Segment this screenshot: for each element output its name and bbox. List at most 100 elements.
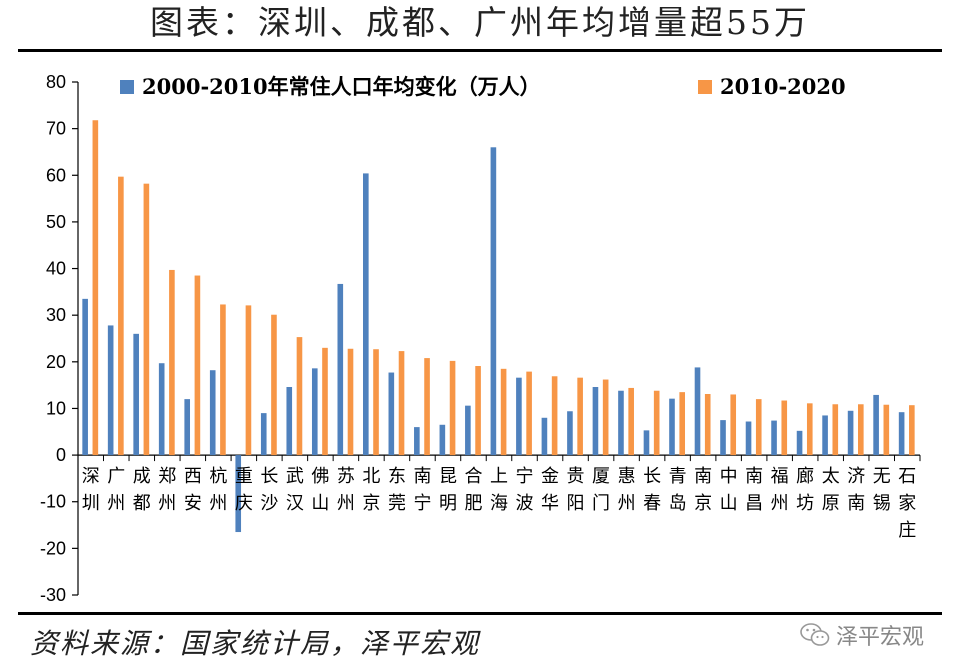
chart-title: 图表：深圳、成都、广州年均增量超55万 <box>150 3 810 42</box>
title-divider <box>18 49 942 52</box>
bar-series1 <box>643 430 650 456</box>
bar-series2 <box>475 366 481 456</box>
bar-series2 <box>245 305 252 456</box>
x-tick-label: 深圳 <box>82 466 100 514</box>
x-tick-label: 贵阳 <box>567 466 585 514</box>
bar-series1 <box>796 430 803 456</box>
x-tick-label: 东莞 <box>388 466 406 514</box>
bar-series2 <box>347 348 354 456</box>
x-tick-label: 金华 <box>541 466 559 514</box>
x-tick-label: 太原 <box>822 466 840 514</box>
bar-series1 <box>694 367 701 456</box>
bar-series1 <box>592 387 599 456</box>
bar-series1 <box>82 298 88 456</box>
bar-series1 <box>107 325 114 456</box>
legend-label: 2000-2010年常住人口年均变化（万人） <box>142 74 541 99</box>
bar-series1 <box>771 420 777 456</box>
bar-series1 <box>235 455 242 533</box>
x-tick-label: 西安 <box>184 466 202 514</box>
x-tick-label: 杭州 <box>209 466 227 514</box>
wechat-icon <box>800 623 830 646</box>
y-tick-label: -20 <box>40 538 66 558</box>
x-tick-label: 郑州 <box>158 466 176 514</box>
bar-series1 <box>311 368 318 456</box>
x-tick-label: 重庆 <box>235 466 253 514</box>
bar-series2 <box>781 400 788 456</box>
bar-series1 <box>133 333 139 456</box>
y-tick-label: 50 <box>46 212 66 232</box>
footer-divider <box>18 612 942 615</box>
x-tick-label: 上海 <box>490 466 508 514</box>
bar-series1 <box>439 424 446 456</box>
bars <box>82 120 915 533</box>
bar-series1 <box>465 405 471 456</box>
bar-series2 <box>551 376 558 456</box>
bar-series2 <box>806 403 813 456</box>
bar-series2 <box>602 379 609 456</box>
bar-series2 <box>449 360 456 456</box>
bar-series2 <box>92 120 99 456</box>
bar-series1 <box>414 427 420 456</box>
y-tick-label: 10 <box>46 398 66 418</box>
bar-series1 <box>847 410 854 456</box>
y-tick-label: 40 <box>46 259 66 279</box>
x-tick-label: 长春 <box>643 466 661 514</box>
x-tick-label: 青岛 <box>669 466 687 514</box>
axes: -30 -20 -10 0 10 20 30 40 50 60 70 80 <box>40 72 921 605</box>
x-tick-label: 南昌 <box>745 466 763 514</box>
x-tick-label: 无锡 <box>873 466 891 514</box>
bar-series1 <box>745 421 752 456</box>
bar-series2 <box>220 304 226 456</box>
bar-series1 <box>490 147 497 456</box>
x-tick-label: 合肥 <box>464 466 482 514</box>
x-tick-label: 南京 <box>694 466 712 514</box>
bar-series1 <box>209 370 216 456</box>
x-tick-label: 昆明 <box>439 466 457 514</box>
bar-series1 <box>260 413 267 456</box>
x-tick-label: 佛山 <box>311 466 329 514</box>
x-tick-label: 济南 <box>847 466 865 514</box>
y-tick-label: 30 <box>46 305 66 325</box>
x-tick-label: 惠州 <box>618 466 636 514</box>
x-tick-label: 福州 <box>771 466 789 514</box>
watermark-text: 泽平宏观 <box>836 625 925 650</box>
legend: 2000-2010年常住人口年均变化（万人） 2010-2020 <box>120 74 846 99</box>
bar-series2 <box>730 394 737 456</box>
x-tick-label: 苏州 <box>337 466 355 514</box>
bar-series2 <box>755 399 762 456</box>
bar-series2 <box>500 368 507 456</box>
bar-series1 <box>669 398 675 456</box>
y-tick-label: 20 <box>46 352 66 372</box>
x-tick-label: 宁波 <box>516 466 534 514</box>
bar-series2 <box>169 269 175 456</box>
x-tick-label: 广州 <box>107 466 125 514</box>
bar-series2 <box>424 358 430 456</box>
watermark: 泽平宏观 <box>800 618 924 652</box>
x-tick-label: 南宁 <box>413 466 431 514</box>
legend-swatch <box>698 80 712 94</box>
x-tick-label: 石家庄 <box>898 466 916 541</box>
x-tick-label: 中山 <box>720 466 738 514</box>
bar-series2 <box>373 349 379 456</box>
bar-series2 <box>883 404 890 456</box>
bar-series1 <box>541 417 548 456</box>
x-tick-label: 长沙 <box>260 466 278 514</box>
bar-series2 <box>398 351 405 456</box>
bar-series2 <box>118 176 124 456</box>
y-tick-label: 70 <box>46 119 66 139</box>
y-tick-label: 0 <box>56 445 66 465</box>
bar-series2 <box>296 337 303 456</box>
bar-series1 <box>337 283 344 456</box>
x-tick-label: 廊坊 <box>796 466 814 514</box>
bar-series2 <box>322 347 328 456</box>
x-tick-label: 北京 <box>362 466 380 514</box>
y-tick-label: 60 <box>46 165 66 185</box>
bar-series2 <box>909 405 915 456</box>
bar-series1 <box>286 387 293 456</box>
x-tick-labels: 深圳广州成都郑州西安杭州重庆长沙武汉佛山苏州北京东莞南宁昆明合肥上海宁波金华贵阳… <box>82 466 916 541</box>
bar-series2 <box>628 387 634 456</box>
bar-series2 <box>857 404 864 456</box>
x-tick-label: 成都 <box>133 466 151 514</box>
bar-series1 <box>567 411 573 456</box>
